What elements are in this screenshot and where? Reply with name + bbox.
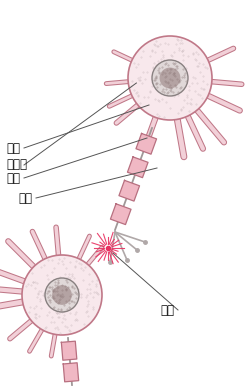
Circle shape [22,255,102,335]
Polygon shape [127,157,148,178]
Circle shape [152,60,188,96]
Circle shape [160,68,180,88]
Polygon shape [119,180,139,201]
Text: 树突: 树突 [6,142,20,154]
Circle shape [128,36,212,120]
Polygon shape [110,204,131,224]
Text: 突触: 突触 [160,303,174,316]
Text: 髓鞘: 髓鞘 [18,192,32,204]
Polygon shape [136,133,156,154]
Text: 细胞体: 细胞体 [6,158,27,172]
Polygon shape [63,363,79,382]
Circle shape [52,285,72,305]
Circle shape [45,278,79,312]
Polygon shape [61,341,77,360]
Text: 轴突: 轴突 [6,172,20,185]
